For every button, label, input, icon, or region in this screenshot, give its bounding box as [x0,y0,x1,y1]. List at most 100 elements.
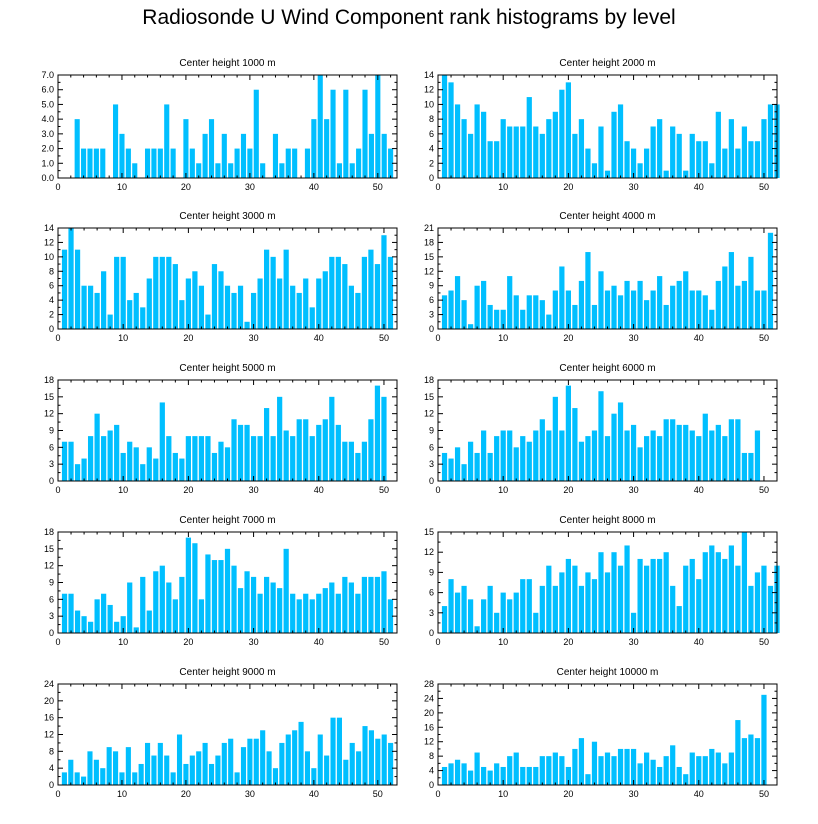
histogram-bar [644,148,650,178]
histogram-bar [467,770,474,785]
histogram-bar [283,249,289,329]
histogram-bar [748,734,754,785]
chart-panel: Center height 10000 m 0 10 20 30 40 50 0 4 8 12 16 2… [424,667,778,799]
histogram-bar [132,163,138,178]
histogram-bar [461,585,467,633]
histogram-bar [279,163,285,178]
histogram-bar [296,419,302,481]
x-tick-label: 50 [759,485,769,495]
histogram-bar [722,558,728,633]
histogram-bar [185,278,191,329]
histogram-bar [604,436,611,481]
histogram-bar [343,759,349,785]
histogram-bar [290,436,296,481]
histogram-bar [441,452,448,481]
histogram-bar [474,285,480,329]
histogram-bar [559,572,565,633]
histogram-bar [630,748,637,785]
chart-panel: Center height 3000 m 0 10 20 30 40 50 0 2 4 6 8 10 12… [44,211,398,343]
y-tick-label: 16 [44,713,54,723]
histogram-bar [208,763,215,785]
histogram-bar [107,430,113,481]
histogram-bar [324,119,330,178]
histogram-bar [253,738,259,785]
histogram-bar [735,148,741,178]
histogram-bar [119,772,125,785]
histogram-bar [264,408,270,481]
histogram-bar [159,565,165,633]
histogram-bar [650,759,656,785]
histogram-bar [250,576,257,633]
histogram-bar [481,430,487,481]
histogram-bar [644,436,650,481]
histogram-bar [617,295,624,329]
histogram-bar [494,436,500,481]
histogram-bar [279,742,285,785]
x-tick-label: 10 [117,182,127,192]
y-tick-label: 0 [429,324,434,334]
histogram-bar [533,766,539,785]
y-tick-label: 15 [424,392,434,402]
histogram-bar [164,104,170,178]
histogram-bar [448,579,454,633]
histogram-bar [234,772,240,785]
histogram-bar [270,582,276,633]
x-tick-label: 40 [694,637,704,647]
histogram-bar [74,119,80,178]
histogram-bar [257,278,263,329]
histogram-bar [192,543,198,633]
x-tick-label: 0 [435,789,440,799]
histogram-bar [329,396,335,481]
histogram-bar [101,436,107,481]
y-tick-label: 15 [424,527,434,537]
x-tick-label: 50 [373,789,383,799]
y-tick-label: 14 [44,223,54,233]
x-tick-label: 40 [314,333,324,343]
histogram-bar [107,604,113,633]
histogram-bar [748,256,754,329]
histogram-bar [375,738,381,785]
histogram-bar [159,256,165,329]
histogram-bar [81,616,87,633]
histogram-bar [74,249,81,329]
histogram-bar [526,295,532,329]
x-tick-label: 20 [183,485,193,495]
histogram-bar [702,756,708,785]
histogram-bar [205,436,211,481]
panel-title: Center height 10000 m [557,667,659,678]
y-tick-label: 6 [429,129,434,139]
histogram-bar [68,441,74,481]
histogram-bar [185,436,191,481]
x-tick-label: 40 [694,485,704,495]
histogram-bar [624,748,630,785]
histogram-bar [257,593,263,633]
x-tick-label: 50 [759,333,769,343]
x-tick-label: 10 [117,789,127,799]
histogram-bar [441,75,448,178]
histogram-bar [663,170,669,178]
histogram-bar [368,249,374,329]
y-tick-label: 21 [424,223,434,233]
histogram-bar [221,742,227,785]
y-tick-label: 2 [429,158,434,168]
histogram-bar [335,593,341,633]
histogram-bar [387,256,394,329]
panel-title: Center height 3000 m [179,211,275,222]
x-tick-label: 30 [249,637,259,647]
y-tick-label: 12 [44,730,54,740]
histogram-bar [767,585,774,633]
chart-panel: Center height 8000 m 0 10 20 30 40 50 0 3 6 9 12 15 [424,515,780,647]
histogram-bar [533,126,539,178]
histogram-bar [644,300,650,329]
histogram-bar [114,424,120,481]
histogram-bar [185,537,191,633]
histogram-bar [617,748,624,785]
histogram-bar [387,599,394,633]
histogram-bar [513,592,519,633]
x-tick-label: 40 [314,485,324,495]
histogram-bar [572,748,578,785]
histogram-bar [696,290,702,329]
histogram-bar [598,391,604,481]
y-tick-label: 15 [44,544,54,554]
histogram-bar [205,314,211,329]
